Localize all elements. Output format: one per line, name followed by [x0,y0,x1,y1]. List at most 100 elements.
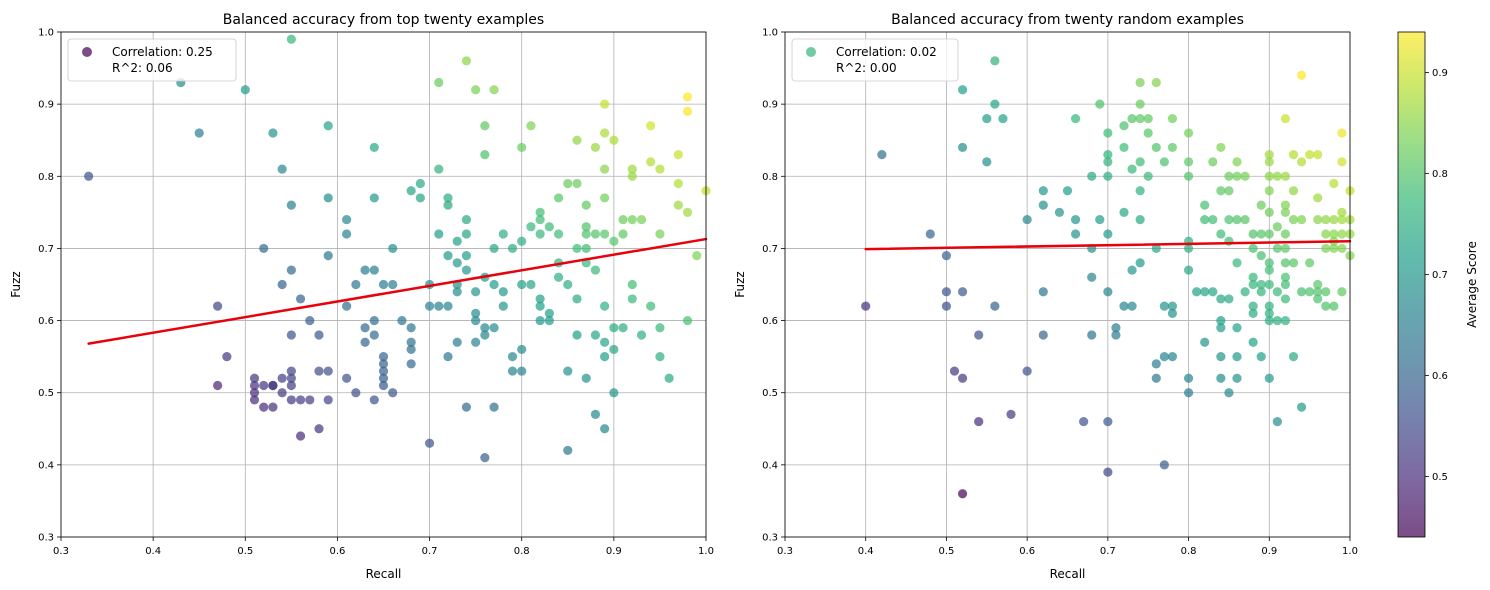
data-point [949,366,960,376]
y-tick-label: 1.0 [762,28,778,39]
data-point [682,315,693,326]
data-point [526,222,536,232]
data-point [1264,150,1274,160]
data-point [1305,150,1315,160]
y-tick-label: 0.3 [762,533,778,544]
data-point [1264,186,1274,196]
scatter-points [84,34,711,463]
data-point [369,330,379,340]
data-point [1200,200,1210,210]
data-point [1143,113,1153,124]
data-point [544,222,554,232]
y-axis-label: Fuzz [9,271,23,297]
data-point [957,85,968,95]
data-point [1143,128,1153,138]
legend: Correlation: 0.25 R^2: 0.06 [67,38,237,82]
data-point [471,308,481,318]
regression-line [87,237,708,345]
data-point [424,438,435,448]
data-point [286,395,296,405]
data-point [1087,330,1097,340]
data-point [682,92,693,102]
data-point [1256,279,1266,290]
data-point [1200,287,1210,297]
data-point [295,294,306,304]
data-point [590,409,601,419]
data-point [369,193,379,203]
data-point [1321,214,1331,225]
data-point [1159,301,1169,311]
data-point [249,373,260,383]
data-point [480,323,490,333]
data-point [1079,416,1089,427]
data-point [498,287,508,297]
data-point [286,380,296,391]
data-point [286,34,296,44]
data-point [388,243,398,254]
data-point [1329,301,1339,311]
data-point [982,113,992,124]
data-point [507,366,518,376]
x-axis-label: Recall [1050,567,1086,581]
data-point [600,229,610,239]
data-point [998,113,1008,124]
data-point [627,294,637,304]
data-point [1296,157,1307,167]
data-point [360,265,370,275]
data-point [1135,186,1145,196]
data-point [1337,128,1347,138]
data-point [1119,301,1129,311]
data-point [1127,265,1137,275]
x-tick-label: 0.6 [1019,546,1035,557]
data-point [471,337,481,347]
data-point [323,193,333,203]
data-point [1095,99,1105,109]
data-point [305,395,315,405]
data-point [957,287,968,297]
data-point [682,207,693,217]
data-point [452,258,462,268]
data-point [1183,128,1194,138]
data-point [360,323,370,333]
y-tick-label: 0.4 [38,460,54,471]
data-point [1200,214,1210,225]
data-point [277,279,287,290]
plot-title: Balanced accuracy from top twenty exampl… [223,12,544,28]
data-point [1103,171,1113,181]
data-point [544,315,554,326]
data-point [957,142,968,153]
x-tick-label: 0.9 [1261,546,1277,557]
data-point [941,287,952,297]
data-point [1264,373,1274,383]
data-point [581,229,591,239]
data-point [618,229,628,239]
data-point [572,243,582,254]
data-point [618,214,628,225]
x-tick-label: 0.5 [938,546,954,557]
data-point [941,251,952,261]
data-point [378,279,389,290]
data-point [600,193,610,203]
data-point [1183,388,1194,398]
data-point [974,416,984,427]
data-point [489,243,499,254]
data-point [563,366,573,376]
data-point [1264,229,1274,239]
data-point [1216,323,1226,333]
legend-r-squared: R^2: 0.00 [836,61,897,75]
data-point [1280,171,1291,181]
y-tick-label: 0.3 [38,533,54,544]
data-point [249,388,260,398]
y-axis-label: Fuzz [733,271,747,297]
data-point [1103,150,1113,160]
data-point [268,128,278,138]
data-point [1248,301,1258,311]
data-point [314,424,324,434]
data-point [1216,294,1226,304]
data-point [600,164,610,174]
data-point [590,229,601,239]
data-point [1248,337,1258,347]
data-point [590,330,601,340]
scatter-points [861,56,1355,499]
legend-box [67,38,237,82]
